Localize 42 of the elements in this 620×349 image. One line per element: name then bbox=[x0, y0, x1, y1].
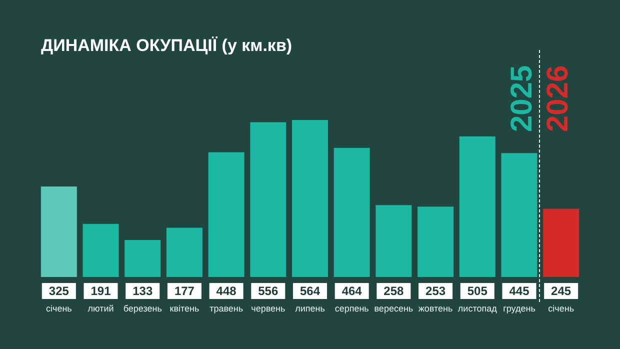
x-tick-label: вересень bbox=[374, 304, 414, 314]
data-label: 448 bbox=[216, 284, 237, 298]
bar bbox=[292, 120, 328, 277]
data-label: 464 bbox=[342, 284, 362, 298]
bar bbox=[40, 186, 77, 277]
data-label: 325 bbox=[48, 284, 70, 298]
x-tick-label: січень bbox=[548, 304, 574, 314]
x-tick-label: березень bbox=[123, 304, 162, 314]
bar bbox=[334, 148, 370, 277]
data-label: 253 bbox=[426, 284, 446, 298]
x-tick-label: грудень bbox=[503, 304, 536, 314]
data-label: 258 bbox=[384, 284, 404, 298]
x-tick-label: липень bbox=[295, 304, 326, 314]
bar bbox=[166, 228, 202, 277]
data-label: 133 bbox=[132, 284, 153, 298]
chart-title: ДИНАМІКА ОКУПАЦІЇ (у км.кв) bbox=[41, 36, 292, 55]
bar bbox=[124, 240, 161, 277]
data-label: 445 bbox=[509, 284, 530, 298]
bar bbox=[250, 122, 286, 277]
bar bbox=[501, 153, 538, 277]
data-label: 556 bbox=[258, 284, 278, 298]
data-label: 177 bbox=[174, 284, 195, 298]
bar bbox=[82, 224, 119, 277]
x-tick-label: червень bbox=[251, 304, 286, 314]
x-tick-label: травень bbox=[210, 304, 244, 314]
bar bbox=[418, 206, 454, 277]
data-label: 245 bbox=[551, 284, 572, 298]
x-tick-label: жовтень bbox=[418, 304, 453, 314]
data-label: 564 bbox=[300, 284, 320, 298]
x-tick-label: квітень bbox=[170, 304, 200, 314]
annotation: 2026 bbox=[542, 65, 575, 132]
data-label: 191 bbox=[90, 284, 112, 298]
x-tick-label: січень bbox=[46, 304, 72, 314]
x-tick-label: лютий bbox=[88, 304, 114, 314]
bar bbox=[543, 208, 580, 277]
annotation: 2025 bbox=[506, 65, 539, 132]
x-tick-label: листопад bbox=[458, 304, 498, 314]
x-tick-label: серпень bbox=[334, 304, 370, 314]
bar bbox=[459, 136, 496, 277]
bar bbox=[376, 205, 412, 277]
bar bbox=[208, 152, 244, 277]
data-label: 505 bbox=[467, 284, 488, 298]
